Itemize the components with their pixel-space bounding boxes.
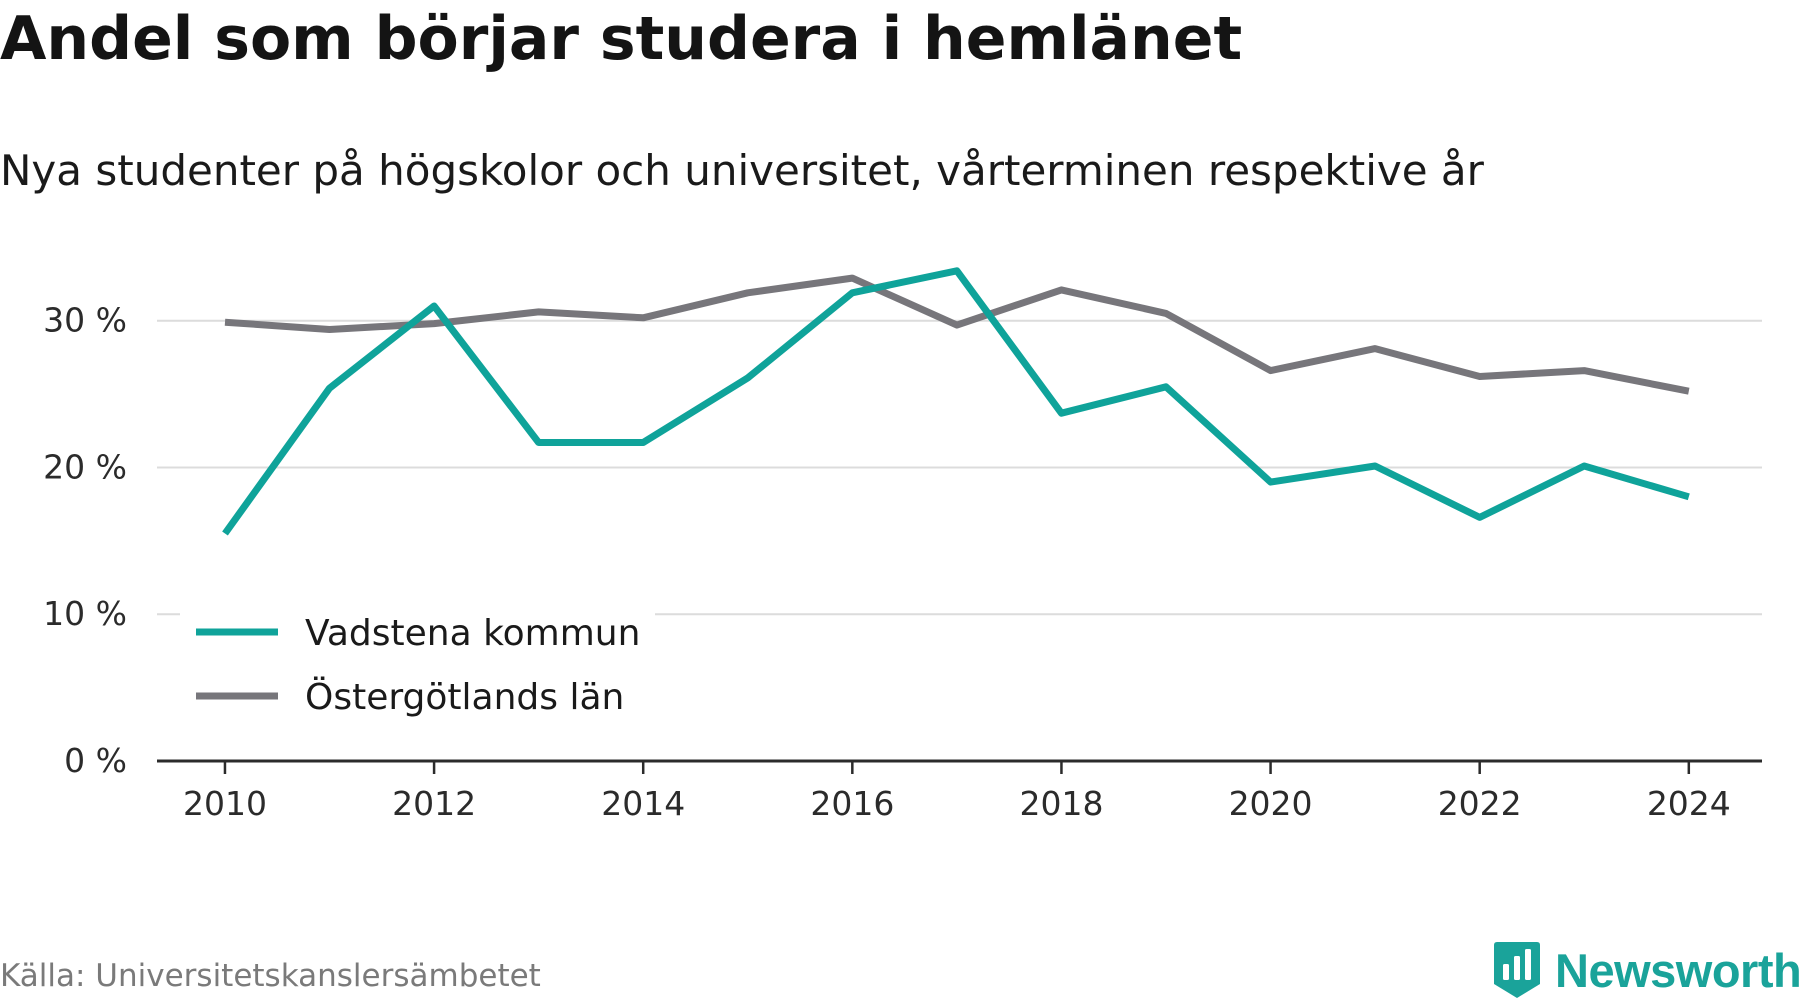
- y-tick-label: 30 %: [43, 301, 127, 340]
- x-tick-label: 2022: [1438, 784, 1522, 823]
- y-tick-label: 0 %: [64, 741, 127, 780]
- x-tick-label: 2012: [392, 784, 476, 823]
- x-tick-label: 2016: [810, 784, 894, 823]
- brand-name: Newsworthy: [1555, 943, 1800, 997]
- chart-title: Andel som börjar studera i hemlänet: [0, 4, 1243, 74]
- x-tick-label: 2024: [1647, 784, 1731, 823]
- x-tick-label: 2014: [601, 784, 685, 823]
- chart-subtitle: Nya studenter på högskolor och universit…: [0, 146, 1484, 195]
- legend-label: Östergötlands län: [305, 676, 624, 718]
- series-line-vadstena-kommun: [222, 267, 1690, 536]
- x-tick-label: 2018: [1019, 784, 1103, 823]
- source-note: Källa: Universitetskanslersämbetet: [0, 958, 541, 994]
- series-lines: [222, 267, 1690, 536]
- bar-chart-badge-icon: [1494, 942, 1540, 998]
- grid-lines: [157, 319, 1762, 616]
- x-tick-label: 2020: [1229, 784, 1313, 823]
- legend-label: Vadstena kommun: [305, 613, 640, 654]
- y-tick-label: 10 %: [43, 594, 127, 633]
- y-tick-label: 20 %: [43, 447, 127, 486]
- legend: Vadstena kommun Östergötlands län: [180, 600, 655, 728]
- legend-background: [180, 600, 655, 728]
- x-axis: 2010 2012 2014 2016 2018 2020 2022 2024: [157, 759, 1762, 823]
- brand-logo: Newsworthy: [1493, 940, 1800, 1000]
- series-line-östergötlands-län: [224, 274, 1690, 395]
- y-axis-tick-labels: 0 % 10 % 20 % 30 %: [43, 301, 127, 780]
- x-tick-label: 2010: [183, 784, 267, 823]
